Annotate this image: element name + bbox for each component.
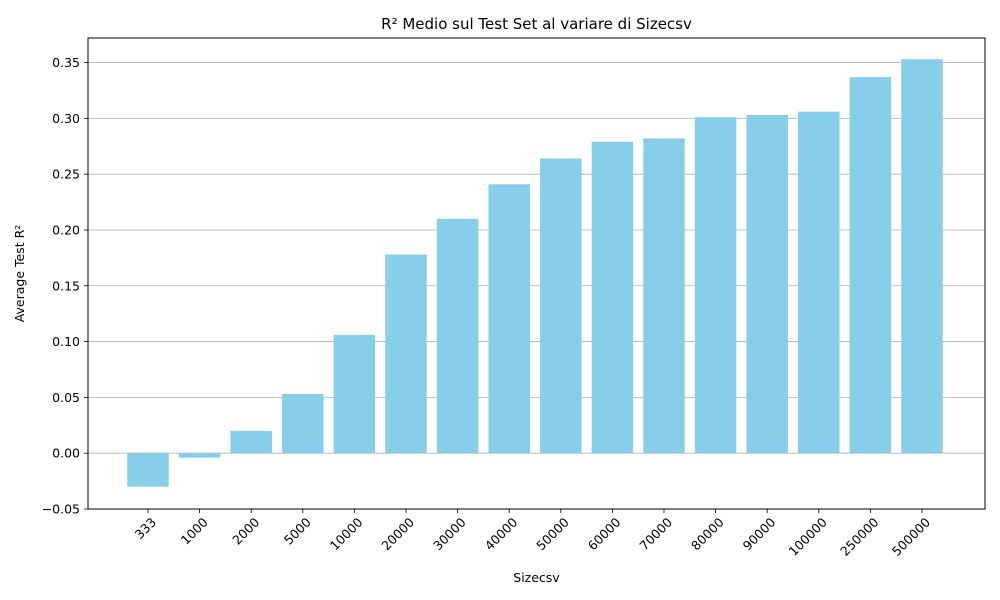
- x-tick-label: 500000: [889, 514, 933, 558]
- y-tick-label: −0.05: [42, 502, 80, 517]
- y-tick-label: 0.10: [52, 334, 80, 349]
- bar: [591, 141, 634, 454]
- x-tick-label: 10000: [327, 514, 366, 553]
- y-axis-ticks: −0.05 0.00 0.05 0.10 0.15 0.20 0.25 0.30 0.35: [42, 55, 88, 517]
- bar: [436, 218, 479, 454]
- x-tick-label: 70000: [636, 514, 675, 553]
- y-tick-label: 0.05: [52, 390, 80, 405]
- bar: [849, 77, 892, 454]
- bar: [385, 254, 427, 454]
- bar: [901, 59, 943, 454]
- bar: [333, 334, 376, 454]
- bar: [694, 117, 737, 454]
- x-tick-label: 40000: [482, 514, 521, 553]
- x-tick-label: 50000: [533, 514, 572, 553]
- x-tick-label: 250000: [837, 514, 881, 558]
- y-tick-label: 0.35: [52, 55, 80, 70]
- y-axis-label: Average Test R²: [12, 225, 27, 323]
- x-tick-label: 90000: [740, 514, 779, 553]
- x-tick-label: 5000: [281, 514, 314, 547]
- bar: [798, 111, 840, 454]
- y-tick-label: 0.00: [52, 446, 80, 461]
- x-tick-label: 1000: [178, 514, 211, 547]
- x-axis-ticks: 333 1000 2000 5000 10000 20000 30000 40000 50000…: [132, 509, 933, 559]
- bar: [282, 394, 324, 454]
- x-tick-label: 60000: [585, 514, 624, 553]
- x-tick-label: 80000: [688, 514, 727, 553]
- x-tick-label: 2000: [229, 514, 262, 547]
- bar: [178, 453, 221, 458]
- bar: [230, 430, 272, 454]
- y-tick-label: 0.20: [52, 222, 80, 237]
- bar: [643, 138, 685, 454]
- bar: [540, 158, 582, 454]
- x-tick-label: 333: [132, 515, 159, 542]
- plot-frame: [87, 37, 986, 510]
- bar: [488, 184, 530, 454]
- x-tick-label: 20000: [378, 514, 417, 553]
- bar: [746, 115, 788, 454]
- x-tick-label: 100000: [786, 514, 830, 558]
- y-tick-label: 0.25: [52, 167, 80, 182]
- y-tick-label: 0.15: [52, 278, 80, 293]
- bars: [127, 59, 943, 487]
- bar: [127, 453, 169, 487]
- x-axis-label: Sizecsv: [513, 570, 560, 585]
- y-tick-label: 0.30: [52, 111, 80, 126]
- x-tick-label: 30000: [430, 514, 469, 553]
- chart-title: R² Medio sul Test Set al variare di Size…: [381, 15, 692, 33]
